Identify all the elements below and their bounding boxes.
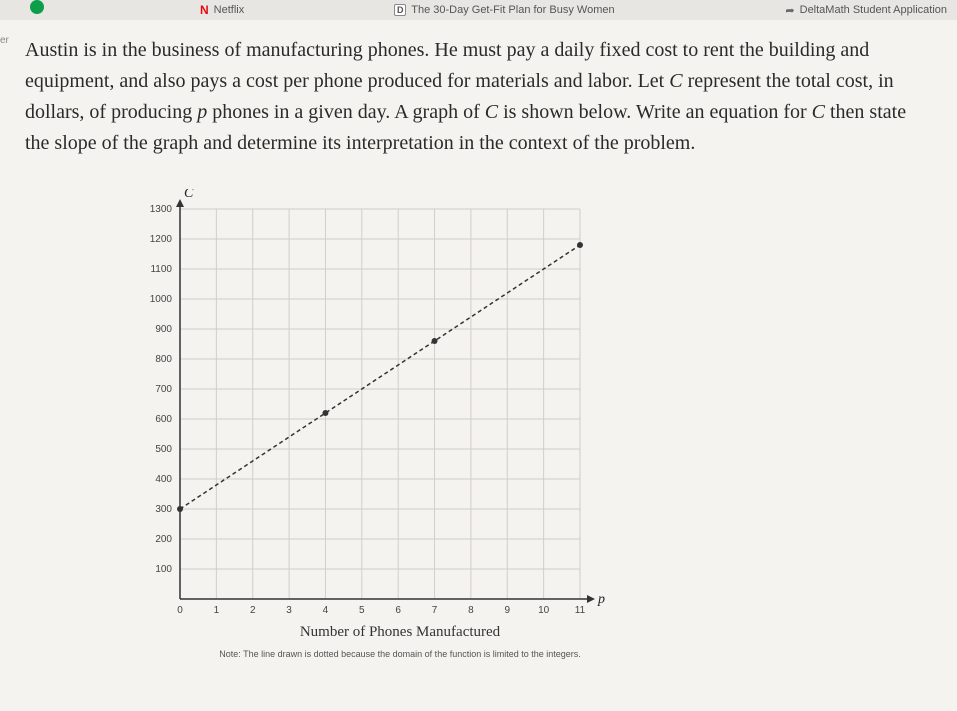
cost-chart: 1002003004005006007008009001000110012001… — [120, 189, 620, 649]
svg-text:700: 700 — [155, 384, 172, 395]
chart-svg: 1002003004005006007008009001000110012001… — [120, 189, 620, 619]
svg-text:600: 600 — [155, 414, 172, 425]
sidebar-fragment: er — [0, 35, 9, 46]
svg-text:500: 500 — [155, 444, 172, 455]
chart-note: Note: The line drawn is dotted because t… — [180, 649, 620, 659]
svg-text:4: 4 — [323, 605, 329, 616]
svg-text:1200: 1200 — [150, 234, 173, 245]
svg-text:100: 100 — [155, 564, 172, 575]
svg-text:0: 0 — [177, 605, 183, 616]
svg-text:1: 1 — [214, 605, 220, 616]
svg-text:7: 7 — [432, 605, 438, 616]
svg-text:2: 2 — [250, 605, 256, 616]
svg-text:1300: 1300 — [150, 204, 173, 215]
tab-netflix[interactable]: N Netflix — [200, 3, 244, 17]
svg-text:400: 400 — [155, 474, 172, 485]
svg-text:800: 800 — [155, 354, 172, 365]
svg-text:6: 6 — [395, 605, 401, 616]
svg-text:1000: 1000 — [150, 294, 173, 305]
delta-icon: ➦ — [785, 4, 794, 17]
svg-text:C: C — [184, 189, 194, 201]
svg-text:11: 11 — [575, 605, 586, 616]
chart-xlabel: Number of Phones Manufactured — [180, 624, 620, 641]
svg-text:10: 10 — [538, 605, 550, 616]
problem-statement: Austin is in the business of manufacturi… — [0, 20, 957, 169]
svg-text:p: p — [597, 592, 605, 607]
tab-getfit-label: The 30-Day Get-Fit Plan for Busy Women — [411, 4, 614, 16]
svg-text:5: 5 — [359, 605, 365, 616]
tab-getfit[interactable]: D The 30-Day Get-Fit Plan for Busy Women — [394, 4, 614, 16]
svg-text:200: 200 — [155, 534, 172, 545]
svg-text:3: 3 — [286, 605, 292, 616]
svg-text:900: 900 — [155, 324, 172, 335]
tab-deltamath[interactable]: ➦ DeltaMath Student Application — [785, 4, 947, 17]
doc-icon: D — [394, 4, 406, 16]
netflix-icon: N — [200, 3, 209, 17]
svg-text:300: 300 — [155, 504, 172, 515]
browser-tab-indicator — [30, 0, 44, 14]
svg-text:1100: 1100 — [150, 264, 172, 275]
browser-tab-bar: N Netflix D The 30-Day Get-Fit Plan for … — [0, 0, 957, 20]
tab-netflix-label: Netflix — [214, 4, 245, 16]
svg-text:8: 8 — [468, 605, 474, 616]
tab-delta-label: DeltaMath Student Application — [800, 4, 947, 16]
svg-text:9: 9 — [504, 605, 510, 616]
